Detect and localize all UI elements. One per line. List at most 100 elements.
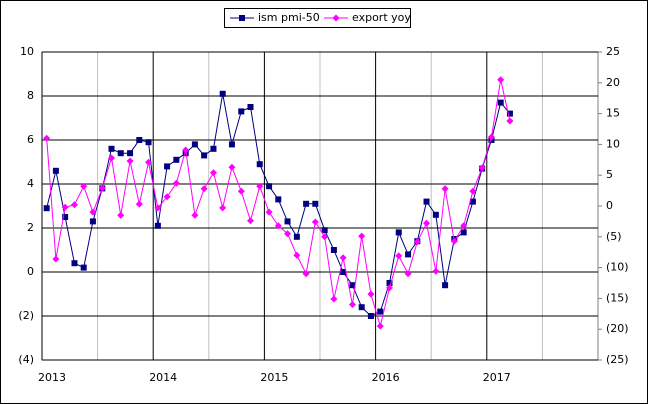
marker: [43, 205, 50, 212]
marker: [275, 196, 282, 203]
marker: [284, 230, 292, 238]
marker: [339, 254, 347, 262]
marker: [450, 237, 458, 245]
y2-tick-label: 0: [606, 199, 613, 212]
marker: [340, 269, 347, 275]
marker: [460, 222, 468, 230]
marker: [478, 164, 486, 172]
marker: [404, 270, 412, 278]
marker: [52, 167, 59, 174]
marker: [506, 110, 513, 117]
x-tick-label: 2014: [149, 371, 177, 384]
x-tick-label: 2015: [260, 371, 288, 384]
y2-tick-label: 20: [606, 76, 620, 89]
marker: [432, 267, 440, 275]
marker: [71, 260, 78, 267]
marker: [62, 214, 69, 220]
marker: [209, 169, 217, 177]
marker: [89, 208, 97, 216]
marker: [330, 247, 337, 253]
marker: [247, 104, 254, 110]
marker: [135, 200, 143, 208]
marker: [43, 134, 51, 142]
marker: [367, 313, 374, 319]
marker: [321, 233, 329, 241]
marker: [164, 163, 171, 170]
y2-tick-label: 5: [606, 168, 613, 181]
y-tick-label: (2): [18, 309, 34, 322]
marker: [377, 308, 384, 315]
marker: [191, 141, 198, 148]
y-tick-label: 10: [20, 45, 34, 58]
marker: [441, 185, 449, 193]
y2-tick-label: 10: [606, 137, 620, 150]
y2-tick-label: (5): [606, 230, 622, 243]
y-tick-label: 2: [27, 221, 34, 234]
marker: [201, 152, 208, 159]
marker: [210, 145, 217, 152]
legend-marker: [332, 14, 340, 22]
marker: [469, 187, 477, 195]
marker: [303, 200, 310, 207]
marker: [348, 301, 356, 309]
marker: [145, 139, 152, 146]
marker: [487, 133, 495, 141]
marker: [312, 200, 319, 207]
marker: [423, 198, 430, 205]
y-tick-label: 4: [27, 177, 34, 190]
marker: [405, 251, 412, 258]
marker: [108, 154, 115, 162]
y2-tick-label: (25): [606, 353, 629, 366]
marker: [173, 156, 180, 163]
legend-label: ism pmi-50: [258, 11, 320, 24]
marker: [238, 108, 245, 115]
y2-tick-label: (20): [606, 322, 629, 335]
marker: [219, 204, 227, 212]
marker: [330, 295, 338, 303]
marker: [497, 76, 505, 84]
marker: [228, 163, 236, 171]
marker: [256, 161, 263, 168]
marker: [182, 146, 190, 154]
marker: [293, 233, 300, 240]
marker: [395, 229, 402, 236]
marker: [349, 282, 356, 289]
marker: [293, 251, 301, 259]
marker: [266, 183, 273, 190]
marker: [274, 222, 282, 230]
marker: [256, 182, 264, 190]
marker: [413, 238, 421, 246]
marker: [284, 218, 291, 225]
marker: [89, 218, 96, 225]
marker: [497, 99, 504, 106]
marker: [358, 232, 366, 240]
y2-tick-label: (15): [606, 291, 629, 304]
y2-tick-label: 25: [606, 45, 620, 58]
marker: [126, 157, 134, 165]
marker: [52, 255, 60, 263]
marker: [219, 90, 226, 97]
marker: [191, 211, 199, 219]
marker: [265, 208, 273, 216]
marker: [321, 227, 328, 234]
y-tick-label: 0: [27, 265, 34, 278]
marker: [80, 182, 88, 190]
marker: [163, 193, 171, 201]
marker: [460, 229, 467, 236]
marker: [154, 222, 161, 229]
marker: [172, 179, 180, 187]
x-tick-label: 2017: [483, 371, 511, 384]
marker: [311, 218, 319, 226]
marker: [237, 187, 245, 195]
marker: [423, 219, 431, 227]
marker: [61, 203, 69, 211]
marker: [247, 217, 254, 225]
marker: [442, 282, 449, 289]
legend-marker: [239, 15, 245, 21]
marker: [200, 185, 208, 193]
legend-label: export yoy: [352, 11, 411, 24]
marker: [367, 290, 375, 298]
legend-box: [224, 8, 411, 28]
marker: [386, 284, 393, 292]
